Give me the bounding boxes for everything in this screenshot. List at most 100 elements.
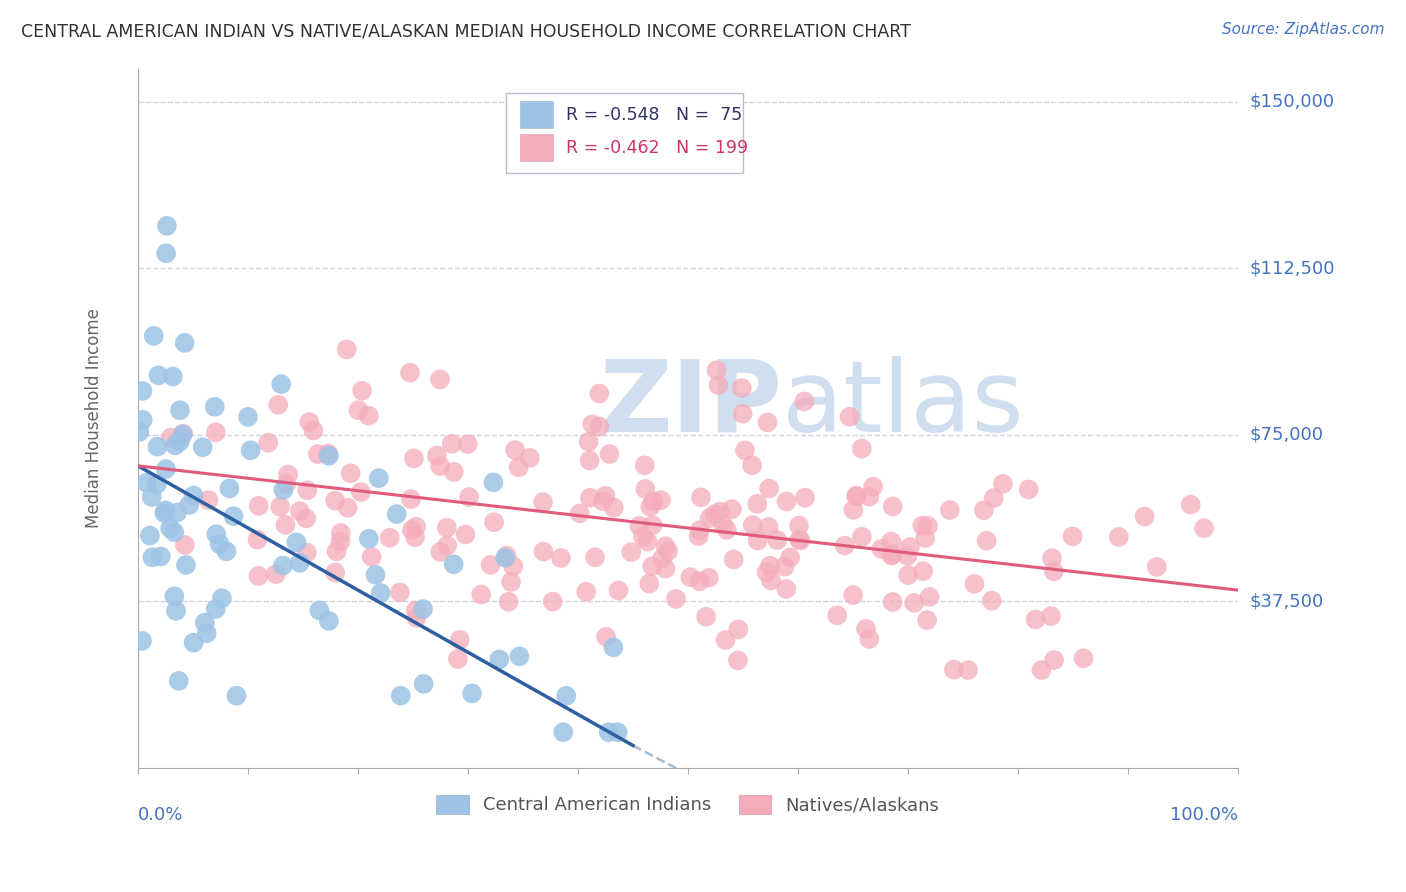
Point	[716, 523, 738, 537]
Point	[461, 686, 484, 700]
Point	[159, 521, 181, 535]
Point	[882, 500, 904, 514]
Point	[508, 649, 530, 664]
Point	[205, 527, 228, 541]
Point	[239, 443, 262, 458]
Point	[204, 602, 226, 616]
Point	[401, 523, 423, 537]
Point	[631, 529, 654, 543]
Point	[789, 533, 811, 547]
Point	[405, 519, 427, 533]
Point	[165, 604, 187, 618]
Point	[1018, 483, 1040, 497]
Point	[298, 415, 321, 429]
Point	[204, 400, 226, 414]
Point	[225, 689, 247, 703]
Point	[412, 677, 434, 691]
Point	[388, 585, 411, 599]
Point	[643, 494, 665, 508]
Point	[155, 462, 177, 476]
Point	[598, 725, 620, 739]
Text: Median Household Income: Median Household Income	[84, 308, 103, 528]
Point	[882, 595, 904, 609]
Point	[641, 518, 664, 533]
Point	[957, 663, 980, 677]
Point	[163, 525, 186, 540]
Point	[325, 544, 347, 558]
Point	[215, 544, 238, 558]
Point	[758, 520, 780, 534]
Point	[709, 505, 731, 519]
Point	[1062, 529, 1084, 543]
Point	[903, 596, 925, 610]
Point	[578, 453, 600, 467]
Point	[578, 434, 600, 449]
Point	[845, 489, 868, 503]
Point	[336, 500, 359, 515]
Point	[273, 483, 295, 497]
Point	[149, 549, 172, 564]
Point	[183, 636, 205, 650]
Point	[896, 549, 918, 563]
Point	[370, 586, 392, 600]
Point	[141, 490, 163, 504]
Point	[173, 335, 195, 350]
Point	[440, 436, 463, 450]
Point	[502, 559, 524, 574]
Point	[657, 544, 679, 558]
Text: $37,500: $37,500	[1250, 592, 1323, 610]
Point	[269, 500, 291, 514]
Point	[721, 502, 744, 516]
Point	[1192, 521, 1215, 535]
Point	[449, 632, 471, 647]
Point	[166, 505, 188, 519]
Point	[973, 503, 995, 517]
Point	[759, 574, 782, 588]
Point	[706, 363, 728, 377]
Point	[541, 594, 564, 608]
Point	[555, 689, 578, 703]
Point	[364, 567, 387, 582]
Point	[447, 652, 470, 666]
Point	[747, 533, 769, 548]
Point	[482, 475, 505, 490]
Point	[707, 378, 730, 392]
Point	[963, 577, 986, 591]
Point	[581, 417, 603, 432]
Text: 0.0%: 0.0%	[138, 806, 183, 824]
Point	[1042, 565, 1064, 579]
Point	[758, 482, 780, 496]
Point	[880, 549, 903, 563]
Point	[723, 552, 745, 566]
Text: ZIP: ZIP	[600, 356, 783, 452]
Point	[128, 425, 150, 439]
Point	[588, 419, 610, 434]
Text: $75,000: $75,000	[1250, 425, 1323, 443]
Point	[603, 500, 626, 515]
Point	[595, 489, 617, 503]
Point	[1031, 663, 1053, 677]
Point	[550, 550, 572, 565]
Point	[135, 475, 157, 490]
Point	[641, 559, 664, 574]
Point	[183, 489, 205, 503]
Point	[295, 511, 318, 525]
Point	[731, 381, 754, 395]
Point	[747, 497, 769, 511]
Point	[711, 517, 734, 532]
Point	[911, 518, 934, 533]
Point	[436, 539, 458, 553]
Point	[131, 384, 153, 398]
Point	[191, 440, 214, 454]
Point	[169, 434, 191, 449]
Point	[339, 467, 361, 481]
Point	[222, 509, 245, 524]
Point	[357, 532, 380, 546]
Point	[167, 673, 190, 688]
Point	[274, 517, 297, 532]
Text: R = -0.462   N = 199: R = -0.462 N = 199	[565, 138, 748, 156]
Point	[208, 537, 231, 551]
Point	[172, 427, 194, 442]
Point	[318, 614, 340, 628]
Point	[634, 458, 657, 473]
